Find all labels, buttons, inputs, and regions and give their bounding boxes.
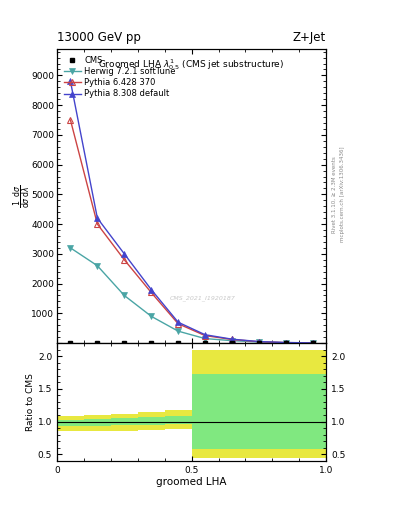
CMS [68,340,73,346]
Line: Pythia 6.428 370: Pythia 6.428 370 [67,117,316,346]
Pythia 8.308 default [176,319,180,325]
Y-axis label: Ratio to CMS: Ratio to CMS [26,373,35,431]
Text: Groomed LHA $\lambda^{1}_{0.5}$ (CMS jet substructure): Groomed LHA $\lambda^{1}_{0.5}$ (CMS jet… [99,57,285,72]
Herwig 7.2.1 softTune [203,335,208,342]
Legend: CMS, Herwig 7.2.1 softTune, Pythia 6.428 370, Pythia 8.308 default: CMS, Herwig 7.2.1 softTune, Pythia 6.428… [62,54,177,100]
CMS [283,340,288,346]
Text: mcplots.cern.ch [arXiv:1306.3436]: mcplots.cern.ch [arXiv:1306.3436] [340,147,345,242]
Pythia 8.308 default [149,286,154,292]
Herwig 7.2.1 softTune [257,339,261,345]
Pythia 8.308 default [257,338,261,345]
CMS [176,340,180,346]
Line: Pythia 8.308 default: Pythia 8.308 default [67,78,316,346]
CMS [149,340,154,346]
Pythia 6.428 370 [122,257,127,263]
Herwig 7.2.1 softTune [310,340,315,346]
Pythia 8.308 default [230,336,234,342]
CMS [257,340,261,346]
Pythia 6.428 370 [283,339,288,346]
Herwig 7.2.1 softTune [149,313,154,319]
Herwig 7.2.1 softTune [68,245,73,251]
Pythia 6.428 370 [176,321,180,327]
X-axis label: groomed LHA: groomed LHA [156,477,227,487]
CMS [310,340,315,346]
Pythia 8.308 default [95,215,100,221]
CMS [203,340,208,346]
Text: 13000 GeV pp: 13000 GeV pp [57,31,141,44]
Pythia 6.428 370 [230,336,234,343]
Pythia 6.428 370 [203,332,208,338]
Pythia 6.428 370 [68,117,73,123]
Pythia 6.428 370 [95,221,100,227]
Herwig 7.2.1 softTune [230,337,234,344]
CMS [230,340,234,346]
Herwig 7.2.1 softTune [122,292,127,298]
Herwig 7.2.1 softTune [176,328,180,334]
Pythia 6.428 370 [149,289,154,295]
Pythia 8.308 default [310,340,315,346]
Pythia 8.308 default [283,339,288,346]
Text: CMS_2021_I1920187: CMS_2021_I1920187 [170,295,236,301]
Text: Z+Jet: Z+Jet [293,31,326,44]
Herwig 7.2.1 softTune [283,339,288,346]
Text: $\frac{1}{\mathrm{d}\sigma}\frac{\mathrm{d}\sigma}{\mathrm{d}\lambda}$: $\frac{1}{\mathrm{d}\sigma}\frac{\mathrm… [11,184,33,207]
Herwig 7.2.1 softTune [95,263,100,269]
Pythia 8.308 default [122,251,127,257]
Pythia 6.428 370 [310,340,315,346]
Pythia 8.308 default [68,78,73,84]
Text: Rivet 3.1.10, ≥ 2.3M events: Rivet 3.1.10, ≥ 2.3M events [332,156,337,233]
CMS [122,340,127,346]
Pythia 6.428 370 [257,338,261,345]
Pythia 8.308 default [203,332,208,338]
Line: CMS: CMS [68,340,315,346]
CMS [95,340,100,346]
Line: Herwig 7.2.1 softTune: Herwig 7.2.1 softTune [67,245,316,346]
